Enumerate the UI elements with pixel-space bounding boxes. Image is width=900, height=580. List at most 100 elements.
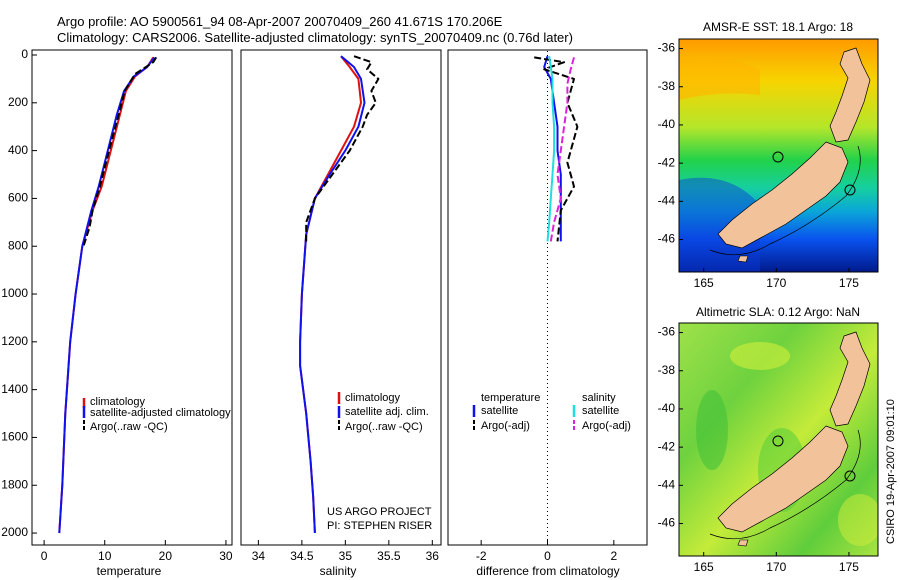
sla-high-patch-2 (838, 494, 878, 546)
depth-tick-label: 200 (8, 95, 28, 109)
legend-head-salinity: salinity (582, 392, 616, 404)
sla-map-frame (678, 322, 879, 557)
legend-climatology: climatology (345, 392, 401, 404)
legend-temp-argo: Argo(-adj) (481, 420, 530, 432)
lon-tick-label: 175 (839, 560, 859, 574)
lon-tick-label: 170 (766, 560, 786, 574)
difference-axes-frame (447, 49, 648, 546)
temperature-panel: 0 10 20 30 0 200 400 600 800 1000 1200 1400 1600 180… (1, 47, 233, 578)
sst-x-ticks: 165 170 175 (694, 268, 859, 290)
salinity-series (299, 55, 380, 534)
x-tick-label: -2 (476, 549, 487, 563)
lon-tick-label: 170 (766, 276, 786, 290)
difference-x-label: difference from climatology (476, 564, 619, 578)
north-island (829, 47, 871, 143)
x-tick-label: 35.5 (377, 549, 401, 563)
argo-location-marker (772, 435, 784, 447)
lon-tick-label: 165 (694, 560, 714, 574)
depth-tick-label: 1200 (1, 334, 28, 348)
x-tick-label: 20 (159, 549, 173, 563)
difference-legend: temperature salinity satellite Argo(-adj… (472, 392, 631, 432)
title-line-2: Climatology: CARS2006. Satellite-adjuste… (57, 30, 573, 45)
depth-axis-ticks: 0 200 400 600 800 1000 1200 1400 1600 1800 2000 (1, 47, 37, 539)
sst-cold-patch (679, 177, 760, 272)
legend-climatology: climatology (90, 396, 146, 408)
x-tick-label: 0 (41, 549, 48, 563)
sst-map-title: AMSR-E SST: 18.1 Argo: 18 (703, 20, 853, 34)
salinity-x-ticks: 34 34.5 35 35.5 36 (252, 540, 440, 563)
lat-tick-label: -42 (658, 155, 676, 169)
sst-y-ticks: -36 -38 -40 -42 -44 -46 (658, 41, 683, 246)
salinity-x-label: salinity (320, 564, 357, 578)
lat-tick-label: -46 (658, 516, 676, 530)
x-tick-label: 30 (219, 549, 233, 563)
difference-series (534, 55, 579, 242)
lat-tick-label: -44 (658, 194, 676, 208)
title-line-1: Argo profile: AO 5900561_94 08-Apr-2007 … (57, 14, 503, 29)
difference-panel: -2 0 2 temperature salinity satellite Argo… (447, 49, 648, 578)
lat-tick-label: -42 (658, 439, 676, 453)
temperature-x-label: temperature (97, 564, 162, 578)
argo-location-marker (772, 151, 784, 163)
series-argo-raw-qc (82, 56, 158, 247)
temperature-legend: climatology satellite-adjusted climatolo… (82, 396, 231, 433)
depth-tick-label: 1000 (1, 286, 28, 300)
pi-note: PI: STEPHEN RISER (327, 520, 432, 532)
legend-argo: Argo(..raw -QC) (90, 421, 168, 433)
series-argo-raw-qc (305, 55, 380, 242)
salinity-axes-frame (240, 49, 442, 546)
lat-tick-label: -40 (658, 401, 676, 415)
sla-contour (709, 429, 861, 540)
stewart-island (737, 539, 749, 547)
series-salinity-satellite (546, 56, 556, 242)
lat-tick-label: -38 (658, 363, 676, 377)
lat-tick-label: -36 (658, 325, 676, 339)
second-location-marker (844, 470, 856, 482)
temperature-series (58, 56, 158, 534)
depth-tick-label: 2000 (1, 525, 28, 539)
south-island (717, 425, 849, 533)
lat-tick-label: -46 (658, 232, 676, 246)
legend-satellite-adjusted: satellite-adjusted climatology (90, 407, 231, 419)
x-tick-label: 10 (98, 549, 112, 563)
second-location-marker (844, 184, 856, 196)
lat-tick-label: -40 (658, 117, 676, 131)
x-tick-label: 36 (426, 549, 440, 563)
depth-tick-label: 800 (8, 238, 28, 252)
project-note: US ARGO PROJECT (327, 506, 432, 518)
salinity-panel: 34 34.5 35 35.5 36 climatology satellite adj… (240, 49, 442, 578)
x-tick-label: 0 (544, 549, 551, 563)
lat-tick-label: -36 (658, 41, 676, 55)
sst-map-frame (678, 38, 879, 273)
x-tick-label: 35 (339, 549, 353, 563)
legend-sal-satellite: satellite (582, 405, 619, 417)
depth-tick-label: 1400 (1, 382, 28, 396)
sst-contour (709, 145, 861, 256)
sst-map: AMSR-E SST: 18.1 Argo: 18 (658, 20, 879, 290)
sst-warm-patch (679, 56, 760, 100)
depth-tick-label: 400 (8, 143, 28, 157)
legend-head-temperature: temperature (481, 392, 540, 404)
credit-stamp: CSIRO 19-Apr-2007 09:01:10 (885, 399, 897, 544)
depth-tick-label: 1800 (1, 477, 28, 491)
sla-map: Altimetric SLA: 0.12 Argo: NaN -36 -38 -40… (658, 305, 879, 574)
stewart-island (737, 255, 749, 263)
legend-sal-argo: Argo(-adj) (582, 420, 631, 432)
temperature-x-ticks: 0 10 20 30 (41, 540, 233, 563)
series-salinity-argo-adj (549, 57, 575, 242)
difference-x-ticks: -2 0 2 (476, 540, 617, 563)
series-satellite-adj-clim (299, 55, 366, 534)
lat-tick-label: -44 (658, 478, 676, 492)
sla-low-patch (696, 390, 728, 470)
temperature-axes-frame (31, 49, 233, 546)
x-tick-label: 34.5 (290, 549, 314, 563)
sla-x-ticks: 165 170 175 (694, 552, 859, 574)
depth-tick-label: 0 (21, 47, 28, 61)
sla-map-title: Altimetric SLA: 0.12 Argo: NaN (696, 305, 860, 319)
x-tick-label: 34 (252, 549, 266, 563)
depth-tick-label: 1600 (1, 430, 28, 444)
north-island (829, 331, 871, 427)
series-temperature-argo-adj (534, 56, 579, 242)
south-island (717, 141, 849, 249)
